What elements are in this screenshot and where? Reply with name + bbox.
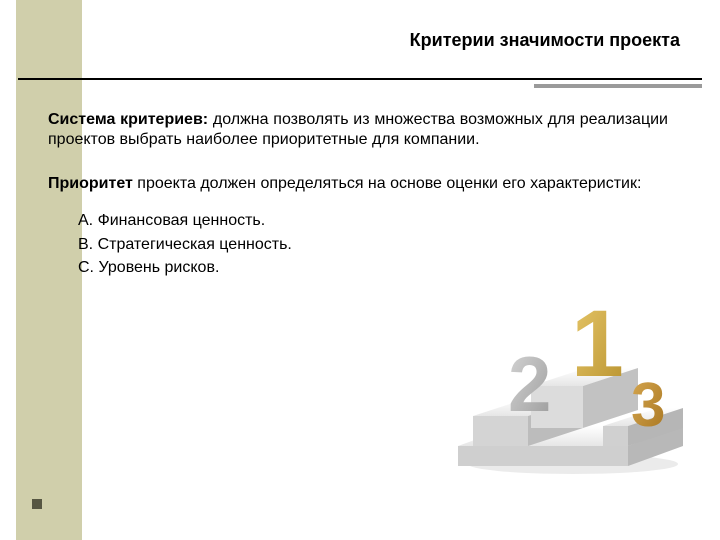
podium-illustration: 2 1 3 <box>453 286 688 476</box>
podium-number-2: 2 <box>508 340 551 428</box>
horizontal-rule-accent <box>534 84 702 88</box>
horizontal-rule-main <box>18 78 702 80</box>
slide: Критерии значимости проекта Система крит… <box>0 0 720 540</box>
criteria-list: A. Финансовая ценность. B. Стратегическа… <box>78 210 668 279</box>
list-item-b: B. Стратегическая ценность. <box>78 234 668 256</box>
content-block: Система критериев: должна позволять из м… <box>48 110 668 281</box>
list-item-a: A. Финансовая ценность. <box>78 210 668 232</box>
para2-rest: проекта должен определяться на основе оц… <box>133 175 642 192</box>
footer-bullet-icon <box>32 499 42 509</box>
paragraph-priority: Приоритет проекта должен определяться на… <box>48 174 668 194</box>
podium-number-1: 1 <box>571 291 624 397</box>
list-item-c: C. Уровень рисков. <box>78 257 668 279</box>
paragraph-criteria-system: Система критериев: должна позволять из м… <box>48 110 668 150</box>
para1-bold: Система критериев: <box>48 111 208 128</box>
podium-number-3: 3 <box>631 371 665 440</box>
page-title: Критерии значимости проекта <box>410 30 680 51</box>
para2-bold: Приоритет <box>48 175 133 192</box>
